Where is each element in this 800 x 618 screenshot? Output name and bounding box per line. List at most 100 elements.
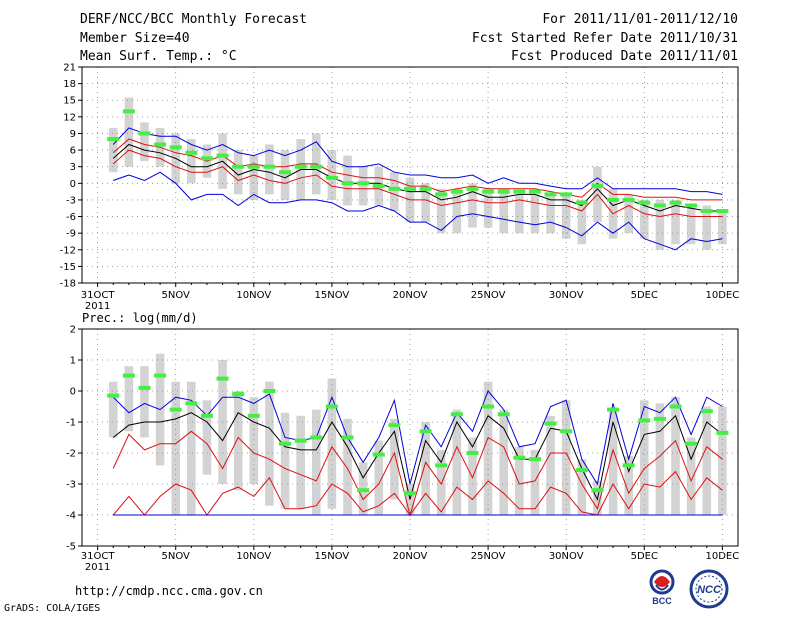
prec-y-tick-label: -2: [66, 449, 76, 460]
prec-observed-marker: [669, 404, 682, 409]
prec-observed-marker: [622, 463, 635, 468]
prec-observed-marker: [716, 430, 729, 435]
prec-spread-box: [655, 403, 665, 515]
prec-x-tick-label: 10NOV: [236, 551, 271, 562]
temp-y-tick-label: 6: [70, 146, 76, 157]
temp-spread-box: [280, 150, 290, 200]
temp-observed-marker: [560, 192, 573, 197]
prec-spread-box: [108, 381, 118, 438]
prec-observed-marker: [638, 418, 651, 423]
temp-spread-box: [187, 139, 196, 184]
source-url[interactable]: http://cmdp.ncc.cma.gov.cn: [75, 584, 263, 598]
temp-observed-marker: [513, 189, 526, 194]
temp-line-ensemble-min: [113, 171, 723, 251]
prec-observed-marker: [653, 416, 666, 421]
temp-spread-box: [343, 155, 352, 206]
prec-observed-marker: [575, 468, 588, 473]
prec-panel-title: Prec.: log(mm/d): [82, 311, 198, 325]
temp-spread-box: [671, 199, 680, 245]
temp-observed-marker: [544, 192, 557, 197]
temp-observed-marker: [700, 209, 713, 213]
temp-y-tick-label: -15: [60, 262, 76, 273]
temp-observed-marker: [310, 164, 323, 169]
prec-y-tick-label: 2: [70, 325, 76, 336]
prec-spread-box: [124, 366, 134, 432]
prec-observed-marker: [435, 463, 448, 468]
prec-line-upper-band: [112, 430, 723, 517]
temp-observed-marker: [263, 164, 276, 169]
temp-observed-marker: [716, 209, 729, 213]
prec-line-ensemble-max: [112, 390, 723, 486]
prec-observed-marker: [310, 435, 323, 440]
prec-observed-marker: [404, 491, 416, 496]
temp-spread-box: [686, 205, 696, 245]
prec-x-tick-label: 15NOV: [315, 551, 350, 562]
prec-spread-box: [624, 456, 633, 515]
temp-y-tick-label: 12: [63, 112, 76, 123]
temp-spread-box: [515, 194, 524, 234]
prec-spread-box: [468, 437, 477, 515]
bcc-logo-text: BCC: [652, 596, 672, 606]
prec-observed-marker: [200, 413, 213, 418]
prec-observed-marker: [544, 421, 557, 426]
prec-observed-marker: [591, 488, 604, 493]
prec-observed-marker: [107, 393, 120, 398]
temp-y-tick-label: 15: [63, 96, 76, 107]
prec-spread-box: [639, 400, 649, 515]
temp-y-tick-label: -18: [60, 279, 76, 290]
prec-line-lower-band: [112, 470, 723, 516]
prec-spread-box: [577, 459, 587, 515]
prec-observed-marker: [294, 438, 307, 443]
temp-spread-box: [655, 199, 665, 250]
prec-y-tick-label: -3: [66, 480, 76, 491]
prec-spread-box: [249, 397, 259, 484]
temp-observed-marker: [294, 164, 307, 169]
prec-spread-box: [311, 409, 321, 515]
prec-y-tick-label: 0: [70, 387, 76, 398]
prec-observed-marker: [466, 451, 479, 455]
temp-observed-marker: [138, 131, 151, 136]
temp-spread-box: [390, 172, 399, 211]
prec-spread-box: [530, 449, 540, 515]
prec-observed-marker: [513, 455, 526, 460]
temp-spread-box: [124, 97, 134, 167]
temp-line-upper-band: [112, 138, 723, 201]
temp-spread-box: [530, 194, 540, 234]
prec-y-tick-label: -5: [66, 542, 76, 553]
temp-observed-marker: [404, 186, 416, 191]
temp-observed-marker: [372, 184, 385, 189]
temp-spread-box: [483, 188, 493, 228]
temp-x-tick-label: 10NOV: [236, 290, 271, 301]
temp-observed-marker: [482, 189, 495, 194]
temp-line-ensemble-max: [112, 127, 723, 195]
temp-y-tick-label: 3: [70, 162, 76, 173]
forecast-produced-date: Fcst Produced Date 2011/11/01: [511, 49, 738, 64]
temp-observed-marker: [357, 181, 370, 186]
prec-observed-marker: [497, 412, 510, 417]
temp-observed-marker: [450, 189, 463, 194]
temp-spread-box: [468, 183, 477, 228]
prec-observed-marker: [700, 409, 713, 414]
prec-observed-marker: [372, 452, 385, 457]
grads-credit: GrADS: COLA/IGES: [4, 603, 101, 614]
prec-spread-box: [561, 400, 571, 515]
prec-x-tick-label: 5DEC: [631, 551, 658, 562]
temp-observed-marker: [341, 181, 354, 186]
temp-observed-marker: [325, 175, 338, 180]
temp-y-tick-label: 21: [63, 63, 76, 74]
temp-y-tick-label: 18: [63, 79, 76, 90]
temp-y-tick-label: 0: [70, 179, 76, 190]
prec-observed-marker: [279, 441, 292, 446]
prec-spread-box: [436, 449, 446, 515]
prec-observed-marker: [232, 392, 245, 397]
temp-observed-marker: [388, 186, 401, 191]
prec-observed-marker: [357, 488, 370, 493]
temp-line-lower-band: [112, 149, 723, 218]
temp-observed-marker: [669, 200, 682, 205]
temp-observed-marker: [575, 200, 588, 205]
prec-observed-marker: [154, 373, 167, 378]
prec-spread-box: [140, 366, 149, 438]
prec-observed-marker: [685, 441, 698, 446]
prec-y-tick-label: 1: [70, 356, 76, 367]
prec-spread-box: [546, 415, 555, 515]
